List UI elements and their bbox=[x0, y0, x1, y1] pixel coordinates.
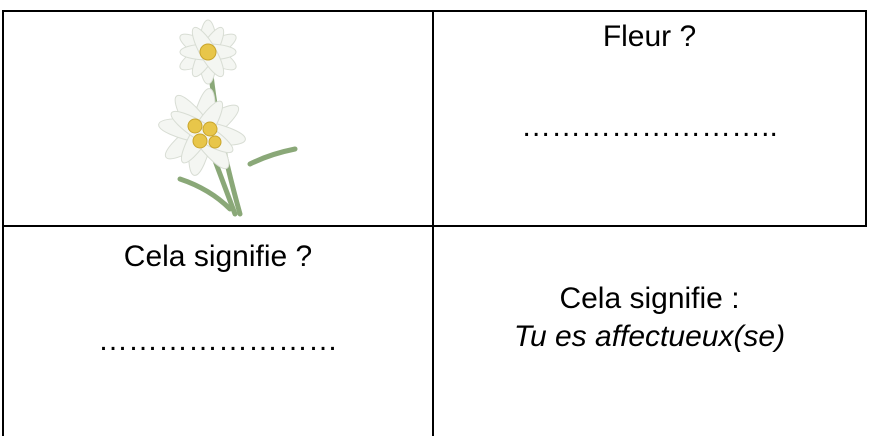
answer-dots: …………………….. bbox=[521, 110, 778, 143]
table-border bbox=[2, 10, 867, 12]
table-border bbox=[2, 10, 4, 436]
edelweiss-image bbox=[158, 19, 298, 217]
table-border bbox=[2, 225, 867, 227]
answer-dots: …………………… bbox=[98, 324, 338, 357]
table-border bbox=[432, 10, 434, 436]
table-border bbox=[865, 10, 867, 225]
cell-title: Cela signifie : bbox=[559, 282, 740, 315]
cell-title: Fleur ? bbox=[602, 20, 697, 53]
cell-title: Cela signifie ? bbox=[123, 240, 313, 273]
meaning: Tu es affectueux(se) bbox=[513, 320, 786, 353]
